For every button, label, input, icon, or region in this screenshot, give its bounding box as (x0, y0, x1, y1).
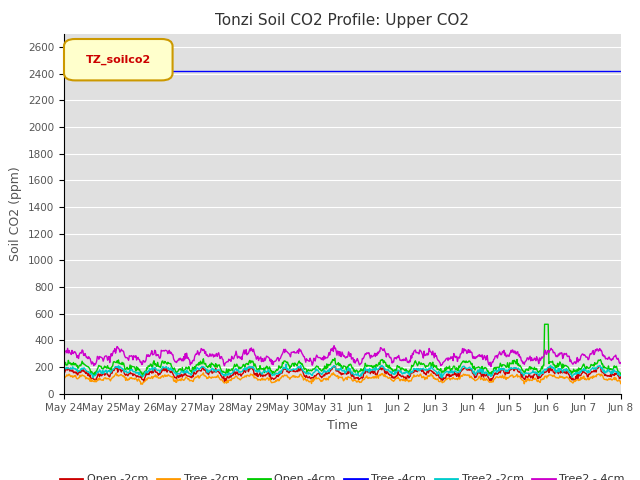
Tree2 - 4cm (276, 356, 284, 361)
Open -4cm (139, 374, 147, 380)
Tree -4cm (60, 68, 68, 74)
Tree2 -2cm (277, 370, 285, 376)
Open -4cm (617, 372, 625, 378)
Legend: Open -2cm, Tree -2cm, Open -4cm, Tree -4cm, Tree2 -2cm, Tree2 - 4cm: Open -2cm, Tree -2cm, Open -4cm, Tree -4… (56, 470, 629, 480)
Tree2 -2cm (89, 375, 97, 381)
Tree2 - 4cm (330, 343, 338, 348)
Tree2 -2cm (282, 361, 290, 367)
Y-axis label: Soil CO2 (ppm): Soil CO2 (ppm) (10, 166, 22, 261)
Tree -2cm (277, 375, 285, 381)
Tree -4cm (431, 68, 439, 74)
Tree2 -2cm (401, 370, 409, 376)
Open -4cm (277, 364, 285, 370)
Open -2cm (617, 374, 625, 380)
Open -4cm (401, 367, 408, 373)
X-axis label: Time: Time (327, 419, 358, 432)
Tree2 - 4cm (401, 357, 408, 362)
Tree2 - 4cm (487, 364, 495, 370)
Tree -4cm (276, 68, 284, 74)
Tree -2cm (617, 381, 625, 386)
Line: Tree2 -2cm: Tree2 -2cm (64, 364, 621, 378)
Line: Tree -2cm: Tree -2cm (64, 373, 621, 384)
Tree -2cm (125, 377, 133, 383)
Tree -4cm (255, 68, 263, 74)
Tree2 - 4cm (60, 355, 68, 360)
Open -4cm (256, 363, 264, 369)
Tree2 - 4cm (228, 353, 236, 359)
Open -4cm (125, 366, 133, 372)
Tree -4cm (228, 68, 236, 74)
Open -2cm (277, 370, 285, 376)
Line: Open -2cm: Open -2cm (64, 366, 621, 382)
Tree -4cm (400, 68, 408, 74)
Open -2cm (228, 372, 236, 378)
Open -2cm (401, 374, 408, 380)
Tree2 - 4cm (255, 356, 263, 361)
Tree2 -2cm (433, 369, 440, 374)
Tree -2cm (433, 377, 440, 383)
Tree2 -2cm (60, 368, 68, 373)
Line: Tree2 - 4cm: Tree2 - 4cm (64, 346, 621, 367)
Open -4cm (60, 365, 68, 371)
Open -2cm (596, 363, 604, 369)
Title: Tonzi Soil CO2 Profile: Upper CO2: Tonzi Soil CO2 Profile: Upper CO2 (216, 13, 469, 28)
Tree -2cm (256, 377, 264, 383)
Tree2 -2cm (256, 369, 264, 375)
FancyBboxPatch shape (64, 39, 173, 80)
Tree2 - 4cm (125, 353, 133, 359)
Open -2cm (125, 371, 133, 377)
Tree -2cm (60, 375, 68, 381)
Open -2cm (60, 370, 68, 376)
Open -2cm (221, 379, 228, 384)
Tree2 -2cm (617, 372, 625, 378)
Open -4cm (432, 364, 440, 370)
Tree -2cm (330, 370, 337, 376)
Line: Open -4cm: Open -4cm (64, 324, 621, 377)
Open -4cm (541, 322, 548, 327)
Open -4cm (228, 367, 236, 373)
Open -2cm (256, 370, 264, 376)
Tree2 -2cm (228, 370, 236, 376)
Tree2 - 4cm (432, 353, 440, 359)
Tree -4cm (617, 68, 625, 74)
Tree -2cm (139, 382, 147, 387)
Tree -2cm (228, 376, 236, 382)
Open -2cm (432, 372, 440, 377)
Text: TZ_soilco2: TZ_soilco2 (85, 55, 150, 65)
Tree -2cm (401, 378, 409, 384)
Tree -4cm (125, 68, 133, 74)
Tree2 -2cm (126, 367, 134, 372)
Tree2 - 4cm (617, 360, 625, 365)
